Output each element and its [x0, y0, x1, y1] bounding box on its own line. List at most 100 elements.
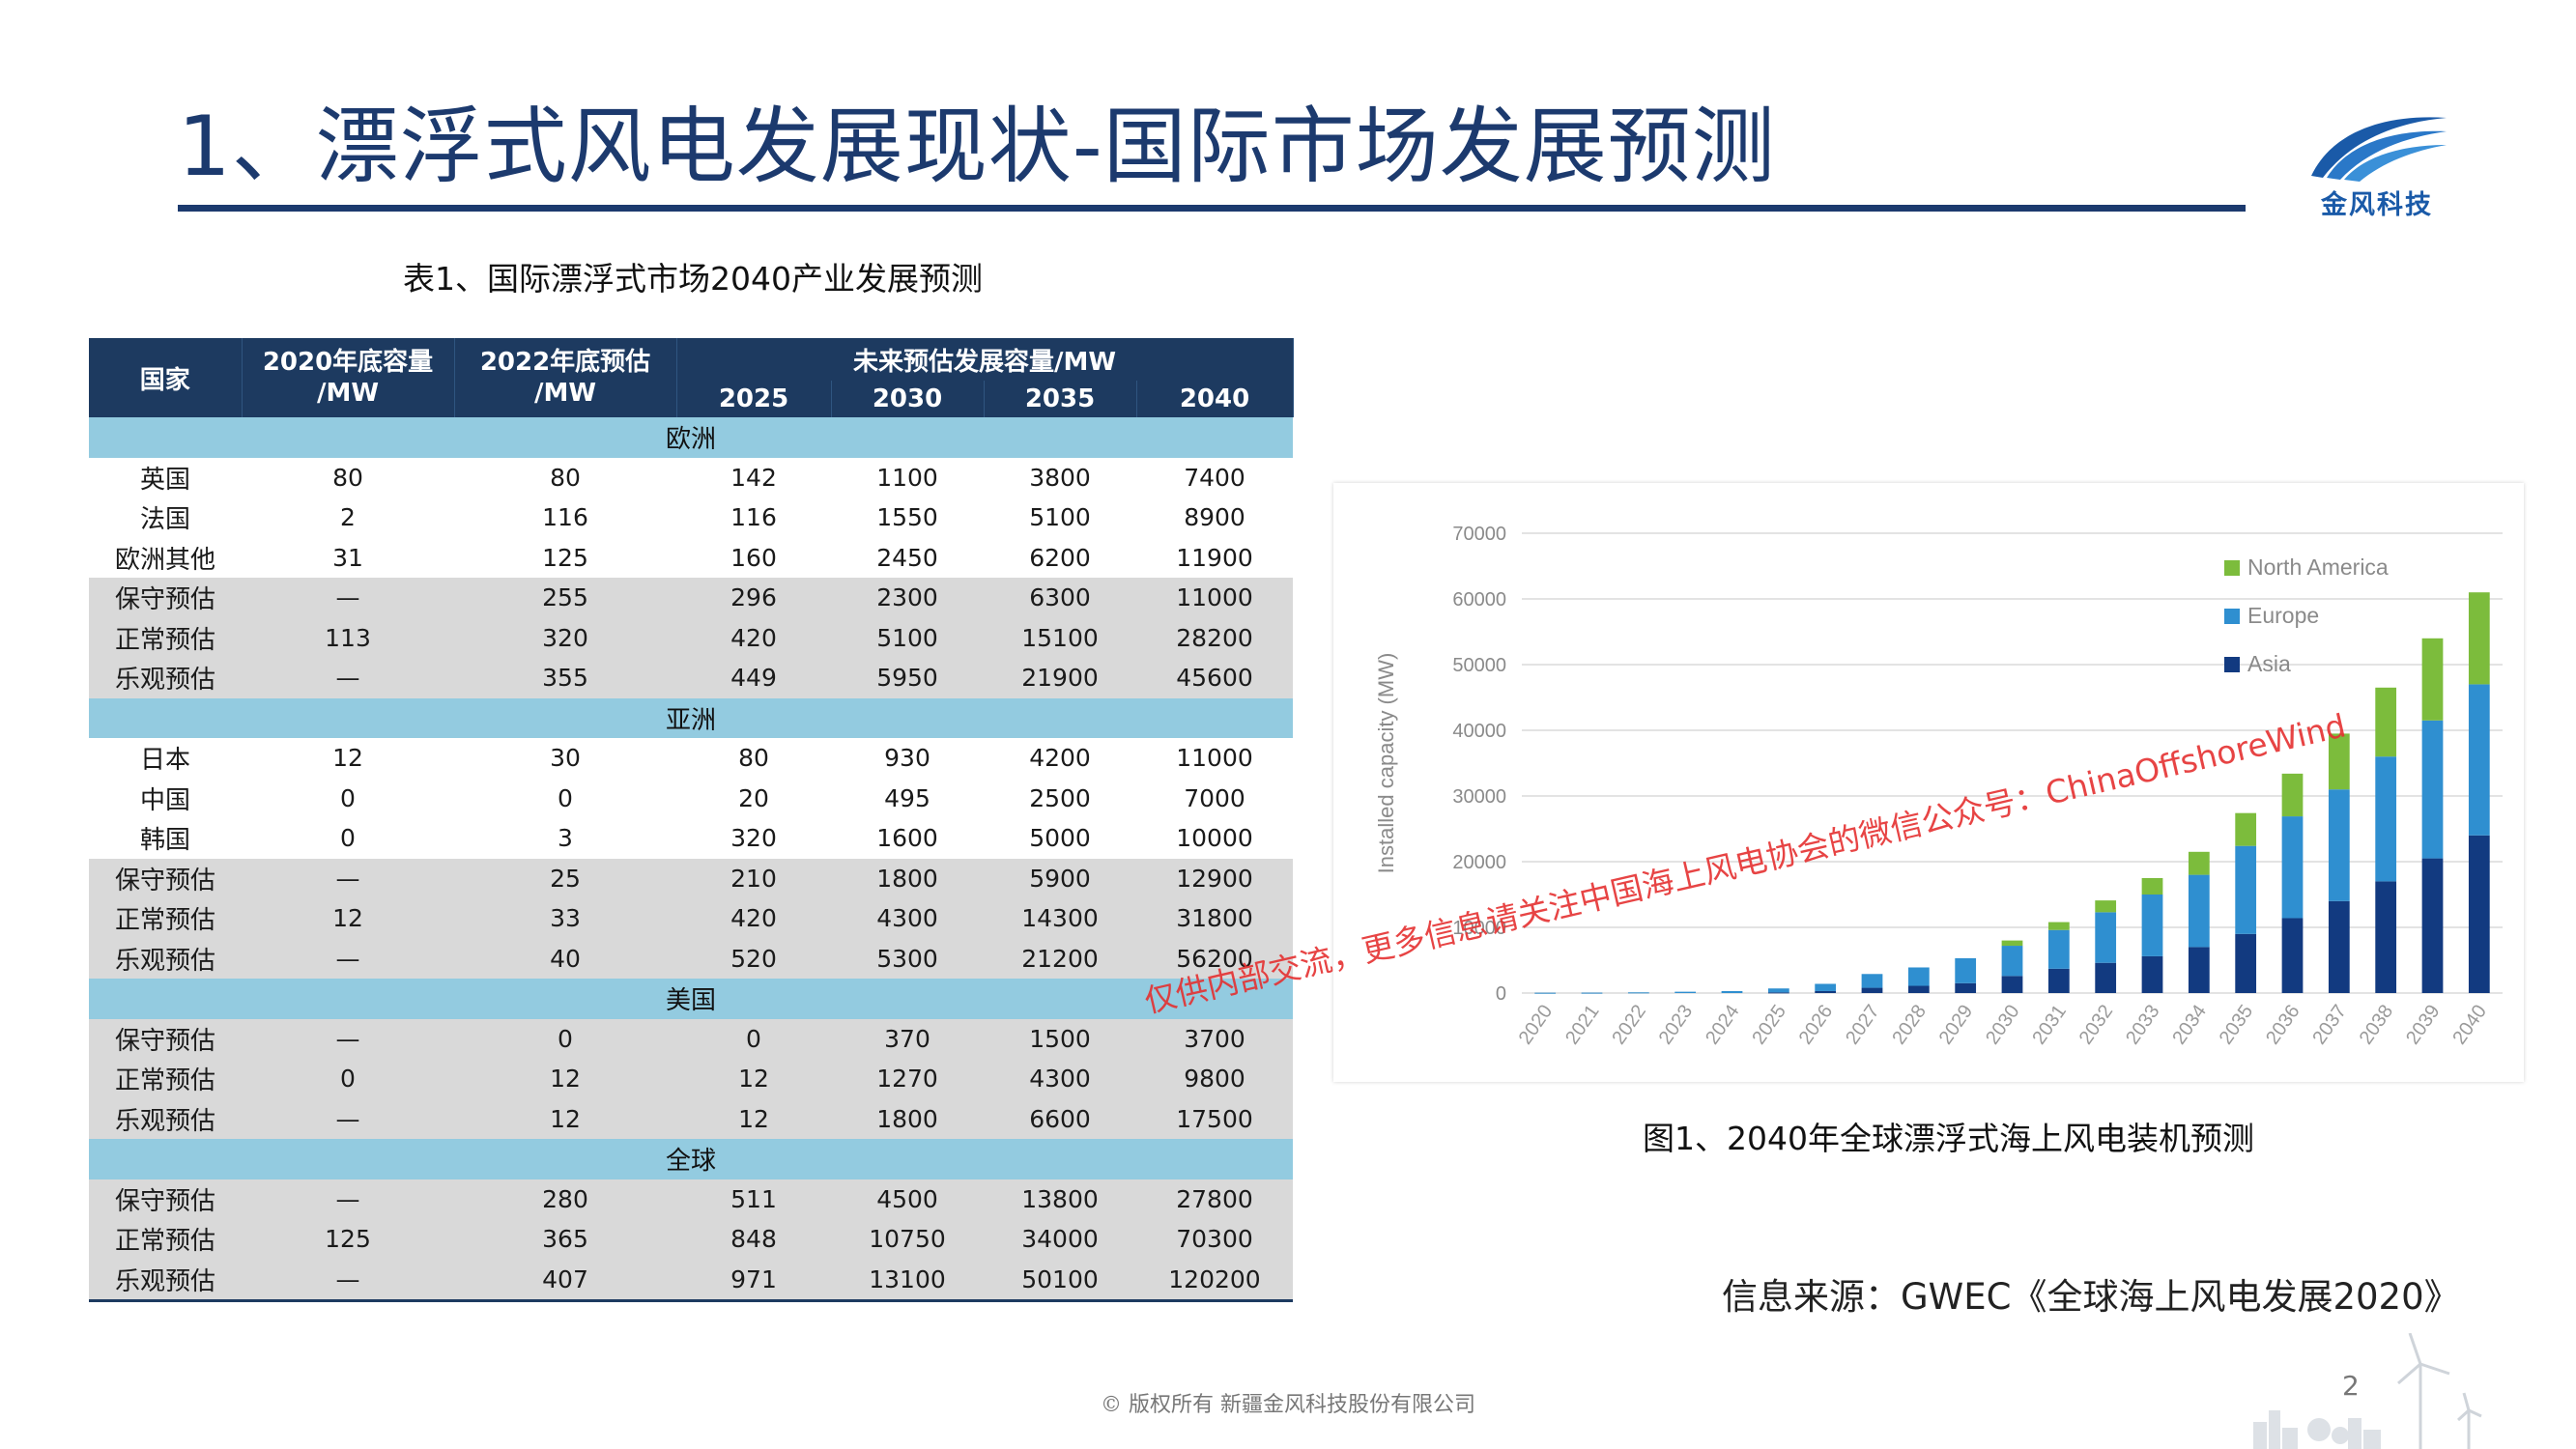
cell-v2020: 2 [242, 497, 454, 538]
cell-v2025: 0 [676, 1018, 831, 1059]
table-row: 乐观预估 —40 520 5300 21200 56200 [89, 938, 1293, 979]
cell-v2035: 3800 [984, 457, 1136, 497]
header-2022-line2: /MW [533, 379, 597, 408]
table-row: 乐观预估 —355 449 5950 21900 45600 [89, 658, 1293, 698]
cell-v2035: 15100 [984, 617, 1136, 658]
copyright-text: © 版权所有 新疆金风科技股份有限公司 [1101, 1393, 1475, 1417]
cell-v2025: 20 [676, 778, 831, 818]
cell-v2035: 21200 [984, 938, 1136, 979]
cell-v2040: 7000 [1136, 778, 1293, 818]
cell-v2025: 160 [676, 537, 831, 578]
cell-v2030: 1550 [831, 497, 984, 538]
cell-v2030: 370 [831, 1018, 984, 1059]
table-row: 保守预估 —255 296 2300 6300 11000 [89, 578, 1293, 618]
x-tick-label: 2033 [2122, 1001, 2164, 1048]
row-label: 中国 [89, 778, 242, 818]
cell-v2025: 12 [676, 1059, 831, 1099]
x-tick-label: 2022 [1608, 1001, 1650, 1048]
cell-v2040: 27800 [1136, 1179, 1293, 1219]
cell-v2035: 1500 [984, 1018, 1136, 1059]
header-future: 未来预估发展容量/MW [676, 338, 1294, 381]
bar-segment-asia [2328, 900, 2350, 993]
cell-v2035: 4300 [984, 1059, 1136, 1099]
bar-segment-asia [2141, 955, 2163, 993]
header-year-2025: 2025 [676, 381, 832, 417]
x-tick-label: 2032 [2075, 1001, 2118, 1048]
row-label: 乐观预估 [89, 1259, 242, 1302]
table-row: 正常预估 125 365 848 10750 34000 70300 [89, 1219, 1293, 1260]
row-label: 保守预估 [89, 858, 242, 898]
bar-segment-north-america [2468, 592, 2490, 685]
x-tick-label: 2023 [1655, 1001, 1698, 1048]
cell-v2040: 17500 [1136, 1098, 1293, 1139]
cell-v2020: — [242, 658, 454, 698]
cell-v2035: 2500 [984, 778, 1136, 818]
table-row: 正常预估 0 12 12 1270 4300 9800 [89, 1059, 1293, 1099]
cell-v2022: 280 [454, 1179, 676, 1219]
chart-caption: 图1、2040年全球漂浮式海上风电装机预测 [1643, 1120, 2254, 1157]
table-row: 欧洲其他 31 125 160 2450 6200 11900 [89, 537, 1293, 578]
y-tick-label: 30000 [1452, 786, 1506, 808]
region-label: 全球 [89, 1139, 1293, 1179]
table-row: 保守预估 —25 210 1800 5900 12900 [89, 858, 1293, 898]
cell-v2020: 12 [242, 738, 454, 779]
legend-swatch [2224, 609, 2240, 624]
wind-turbine-decoration-icon [2253, 1333, 2482, 1449]
table-row: 乐观预估 —407 971 13100 50100 120200 [89, 1259, 1293, 1302]
cell-v2035: 6200 [984, 537, 1136, 578]
region-label: 美国 [89, 979, 1293, 1019]
cell-v2022: 33 [454, 898, 676, 939]
legend-label: North America [2247, 554, 2389, 580]
cell-v2035: 50100 [984, 1259, 1136, 1302]
cell-v2022: 0 [454, 1018, 676, 1059]
bar-segment-north-america [2188, 851, 2210, 875]
bar-segment-europe [1907, 967, 1930, 986]
cell-v2040: 31800 [1136, 898, 1293, 939]
bar-segment-north-america [2421, 638, 2444, 721]
bar-segment-asia [2421, 858, 2444, 993]
table-row: 法国 2 116 116 1550 5100 8900 [89, 497, 1293, 538]
cell-v2022: 80 [454, 457, 676, 497]
cell-v2025: 420 [676, 617, 831, 658]
region-row: 亚洲 [89, 697, 1293, 738]
x-tick-label: 2027 [1842, 1001, 1884, 1048]
cell-v2040: 11900 [1136, 537, 1293, 578]
forecast-table: 国家 2020年底容量 /MW 2022年底预估 /MW 未来预估发展容量/MW… [89, 338, 1294, 1302]
y-tick-label: 0 [1496, 983, 1506, 1005]
cell-v2025: 320 [676, 818, 831, 859]
x-tick-label: 2030 [1982, 1001, 2024, 1048]
cell-v2020: 0 [242, 1059, 454, 1099]
bar-segment-north-america [2047, 922, 2070, 930]
bar-segment-asia [2047, 968, 2070, 993]
bar-segment-europe [2047, 929, 2070, 969]
region-row: 全球 [89, 1139, 1293, 1179]
x-tick-label: 2038 [2356, 1001, 2398, 1048]
cell-v2020: 31 [242, 537, 454, 578]
cell-v2020: — [242, 1259, 454, 1302]
cell-v2030: 1100 [831, 457, 984, 497]
page-number: 2 [2342, 1370, 2360, 1402]
cell-v2035: 5100 [984, 497, 1136, 538]
x-tick-label: 2040 [2448, 1001, 2491, 1048]
row-label: 乐观预估 [89, 938, 242, 979]
bar-segment-asia [1861, 987, 1883, 993]
cell-v2030: 2450 [831, 537, 984, 578]
cell-v2022: 25 [454, 858, 676, 898]
table-row: 正常预估 113 320 420 5100 15100 28200 [89, 617, 1293, 658]
cell-v2020: — [242, 578, 454, 618]
bar-segment-asia [2468, 835, 2490, 993]
cell-v2022: 40 [454, 938, 676, 979]
cell-v2022: 355 [454, 658, 676, 698]
cell-v2030: 10750 [831, 1219, 984, 1260]
bar-segment-asia [1815, 990, 1837, 993]
bar-segment-europe [2235, 845, 2257, 934]
bar-segment-north-america [2235, 812, 2257, 846]
y-tick-label: 20000 [1452, 852, 1506, 873]
cell-v2035: 21900 [984, 658, 1136, 698]
header-year-2030: 2030 [831, 381, 985, 417]
x-tick-label: 2036 [2262, 1001, 2304, 1048]
cell-v2035: 34000 [984, 1219, 1136, 1260]
cell-v2040: 7400 [1136, 457, 1293, 497]
cell-v2020: 125 [242, 1219, 454, 1260]
row-label: 英国 [89, 457, 242, 497]
